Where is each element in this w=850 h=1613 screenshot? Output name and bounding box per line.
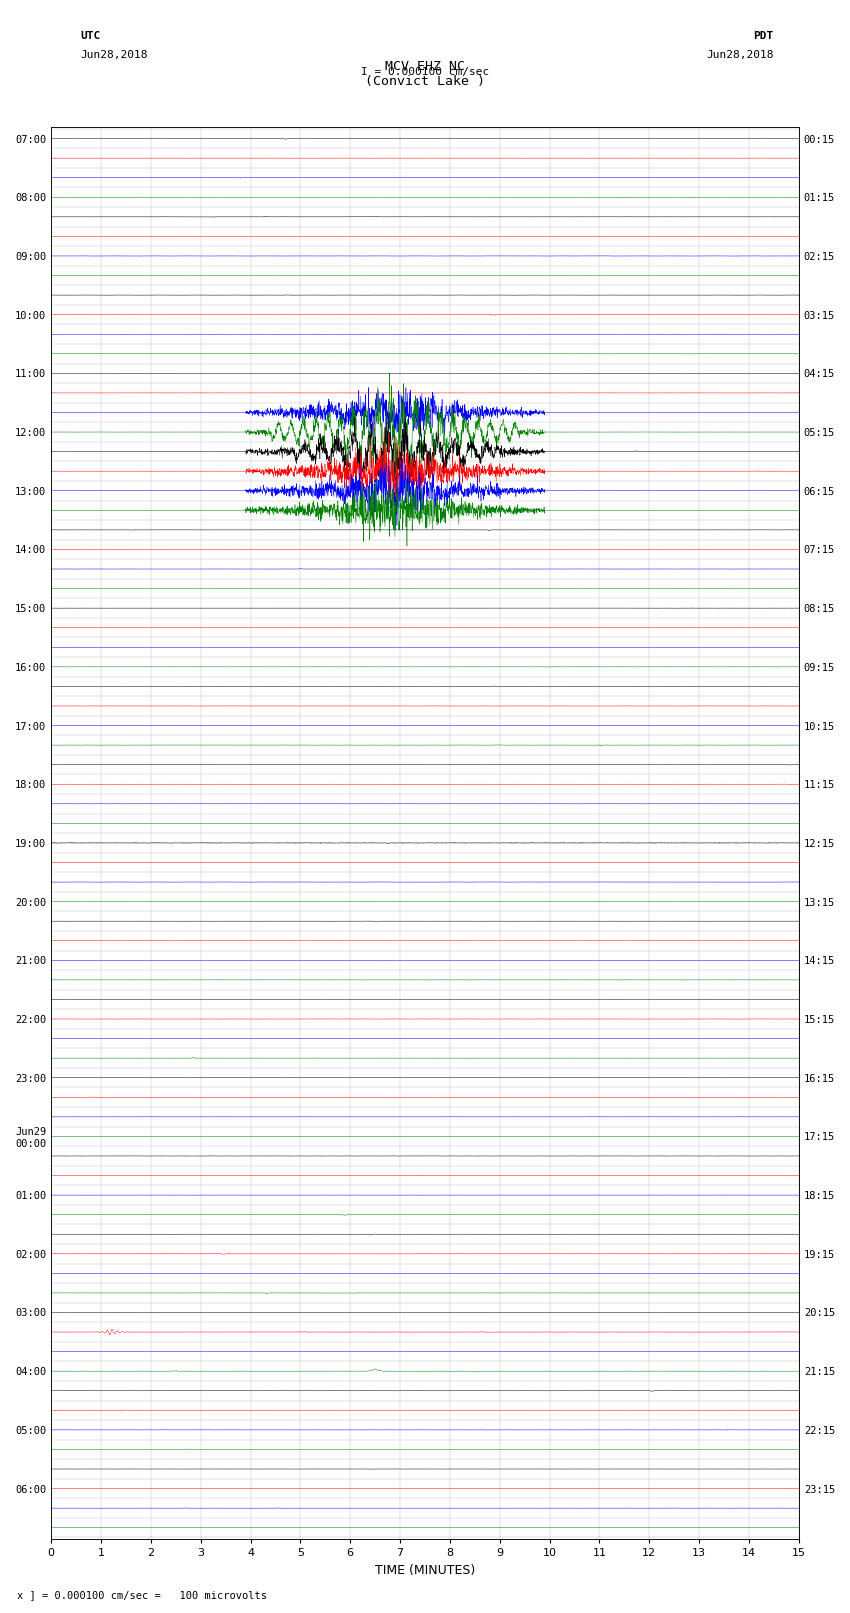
Title: MCV EHZ NC
(Convict Lake ): MCV EHZ NC (Convict Lake ) [365, 60, 485, 89]
Text: PDT: PDT [753, 31, 774, 40]
Text: I = 0.000100 cm/sec: I = 0.000100 cm/sec [361, 66, 489, 77]
Text: x ] = 0.000100 cm/sec =   100 microvolts: x ] = 0.000100 cm/sec = 100 microvolts [17, 1590, 267, 1600]
Text: Jun28,2018: Jun28,2018 [706, 50, 774, 60]
Text: Jun28,2018: Jun28,2018 [81, 50, 148, 60]
X-axis label: TIME (MINUTES): TIME (MINUTES) [375, 1565, 475, 1578]
Text: UTC: UTC [81, 31, 101, 40]
